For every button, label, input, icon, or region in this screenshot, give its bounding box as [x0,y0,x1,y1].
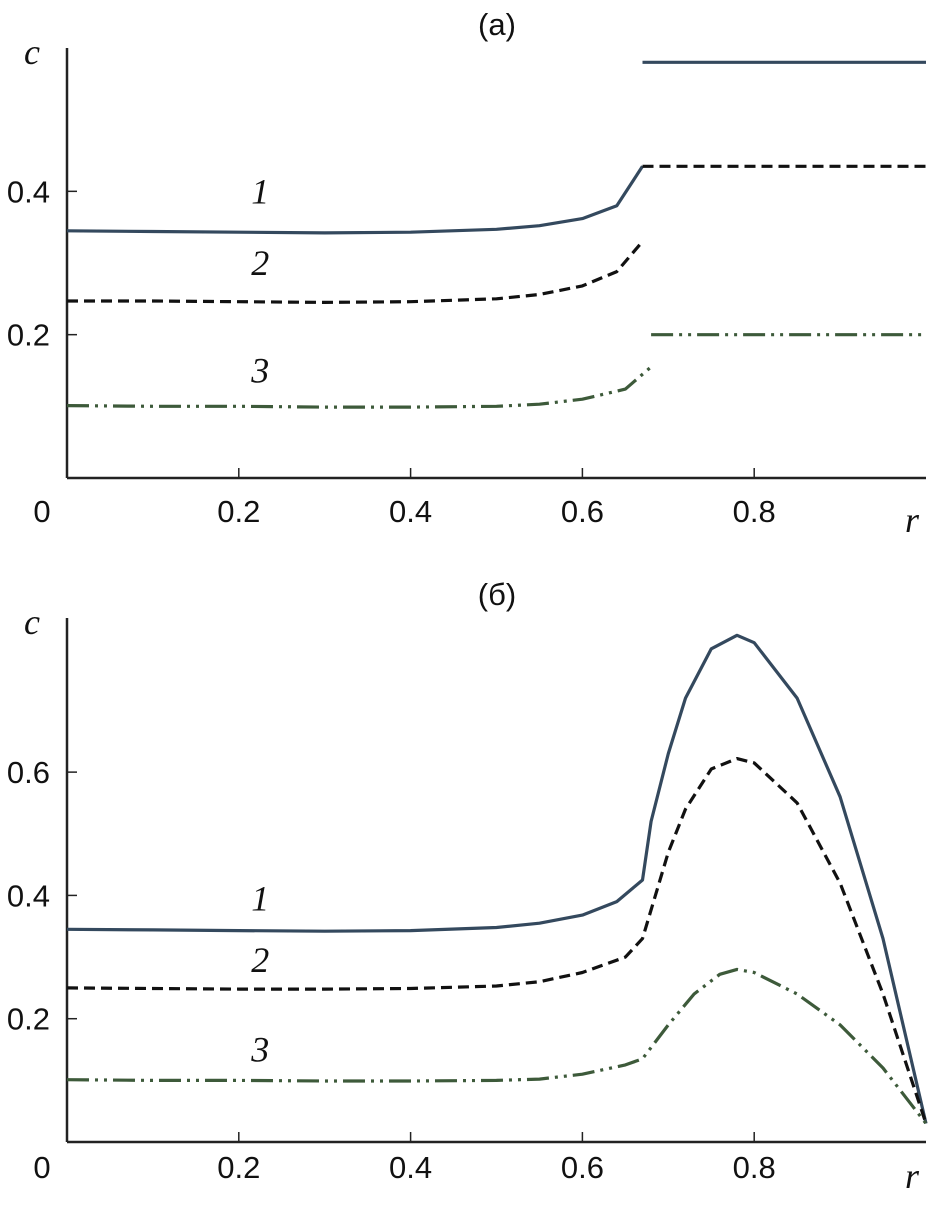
x-tick-label: 0.6 [561,1150,604,1185]
x-tick-label: 0.4 [389,494,432,529]
y-tick-label: 0.2 [7,318,50,353]
series-3-line [66,967,928,1125]
series-3-line [66,365,653,409]
x-axis-label: r [905,500,920,540]
x-axis-label: r [905,1156,920,1196]
curve-label-2: 2 [251,940,269,980]
curve-label-1: 1 [251,878,269,918]
curve-label-2: 2 [251,243,269,283]
curve-label-1: 1 [251,171,269,211]
panel-title: (б) [478,577,516,612]
y-axis-label: c [24,32,40,72]
series-2-line [67,240,644,304]
y-tick-label: 0.2 [7,1002,50,1037]
y-tick-label: 0.4 [7,878,50,913]
x-tick-label: 0.2 [217,494,260,529]
x-tick-label: 0.2 [217,1150,260,1185]
y-axis-label: c [24,602,40,642]
x-tick-label: 0 [33,1150,50,1185]
chart-panel-b: (б) c r 0 0.2 0.4 0.6 0.8 0.2 0.4 0.6 1 2 3 [7,577,928,1196]
x-tick-label: 0.8 [733,1150,776,1185]
x-tick-label: 0.4 [389,1150,432,1185]
x-tick-label: 0 [33,494,50,529]
curve-label-3: 3 [250,1030,269,1070]
series-1-line [66,633,928,1124]
x-tick-label: 0.8 [733,494,776,529]
y-tick-label: 0.4 [7,174,50,209]
y-tick-label: 0.6 [7,755,50,790]
series-2-line [66,757,928,1125]
series-1-line [66,165,644,235]
panel-title: (a) [478,7,516,42]
x-tick-label: 0.6 [561,494,604,529]
chart-panel-a: (a) c r 0 0.2 0.4 0.6 0.8 0.2 0.4 1 2 3 [7,7,926,540]
curve-label-3: 3 [250,351,269,391]
